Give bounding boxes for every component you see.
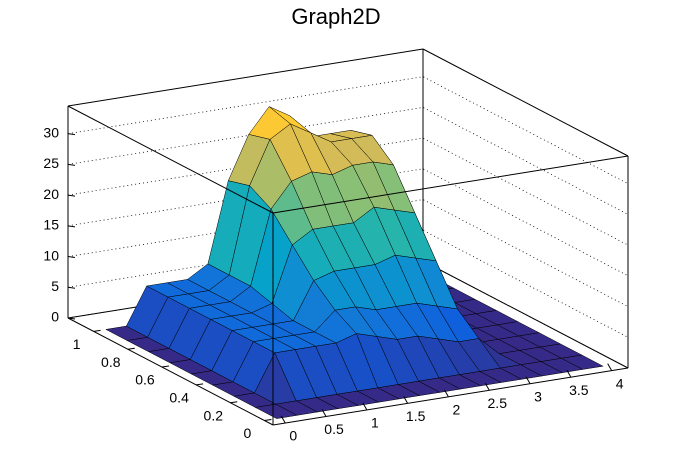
y-tick <box>230 401 238 404</box>
y-tick <box>93 329 101 332</box>
z-tick <box>67 194 76 197</box>
x-tick-label: 3.5 <box>569 382 589 398</box>
x-tick-label: 1.5 <box>406 408 426 424</box>
y-tick-label: 1 <box>73 336 81 352</box>
x-tick-label: 2.5 <box>488 395 508 411</box>
y-tick-label: 0 <box>244 425 252 441</box>
x-tick <box>484 383 490 391</box>
x-tick <box>607 363 613 371</box>
x-tick-label: 4 <box>616 375 624 391</box>
z-tick-label: 0 <box>51 309 59 325</box>
frame-edge <box>272 155 629 214</box>
z-tick-label: 25 <box>43 155 59 171</box>
z-tick-label: 30 <box>43 124 59 140</box>
z-tick <box>67 286 76 289</box>
x-tick-label: 2 <box>453 402 461 418</box>
y-tick-label: 0.2 <box>204 407 224 423</box>
y-tick-label: 0.4 <box>169 390 189 406</box>
y-tick-label: 0.6 <box>135 372 155 388</box>
z-tick-label: 5 <box>51 278 59 294</box>
z-tick <box>67 225 76 228</box>
x-tick <box>321 409 327 417</box>
z-tick <box>67 256 76 259</box>
x-tick-label: 0.5 <box>324 421 344 437</box>
y-axis <box>67 317 274 426</box>
x-tick-label: 1 <box>371 415 379 431</box>
y-tick <box>264 419 272 422</box>
y-tick-label: 0.8 <box>101 354 121 370</box>
frame-edge <box>67 105 274 214</box>
z-tick <box>67 133 76 136</box>
frame-edge <box>422 48 629 157</box>
x-tick <box>280 415 286 424</box>
z-tick-label: 10 <box>43 247 59 263</box>
x-axis <box>272 367 629 426</box>
x-tick <box>362 402 368 411</box>
y-tick <box>127 347 135 350</box>
surface-cell <box>254 403 298 419</box>
x-tick <box>444 389 449 398</box>
z-tick <box>67 163 76 166</box>
x-tick <box>525 376 531 384</box>
x-tick <box>566 369 572 378</box>
z-tick-label: 15 <box>43 217 59 233</box>
x-tick-label: 3 <box>534 388 542 404</box>
y-tick <box>161 365 170 368</box>
x-tick <box>403 396 409 404</box>
chart-title: Graph2D <box>291 4 380 29</box>
frame-edge <box>67 48 424 107</box>
z-tick-label: 20 <box>43 186 59 202</box>
y-tick <box>196 383 204 386</box>
x-tick-label: 0 <box>289 428 297 444</box>
